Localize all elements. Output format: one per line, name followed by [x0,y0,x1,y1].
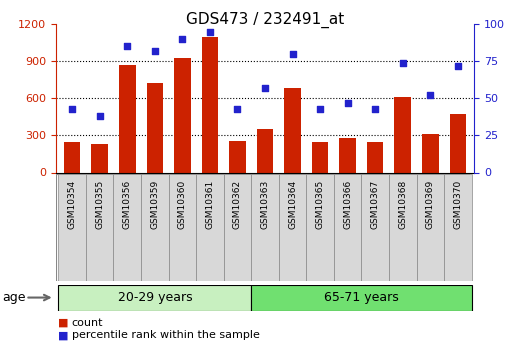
Text: GSM10364: GSM10364 [288,179,297,229]
Bar [119,65,136,172]
Bar [417,174,444,281]
Point [343,100,352,106]
Text: 20-29 years: 20-29 years [118,291,192,304]
Text: ■: ■ [58,318,69,327]
Text: GDS473 / 232491_at: GDS473 / 232491_at [186,12,344,28]
Point [123,44,131,49]
Text: GSM10361: GSM10361 [206,179,215,229]
Bar [306,174,334,281]
Bar [251,174,279,281]
Bar [251,285,472,310]
Bar [312,142,329,172]
Text: percentile rank within the sample: percentile rank within the sample [72,331,259,340]
Text: 65-71 years: 65-71 years [324,291,399,304]
Text: GSM10370: GSM10370 [453,179,462,229]
Bar [334,174,361,281]
Text: GSM10354: GSM10354 [68,179,77,229]
Text: ■: ■ [58,331,69,340]
Point [261,85,269,91]
Bar [174,58,191,172]
Bar [449,115,466,172]
Bar [64,141,81,172]
Bar [141,174,169,281]
Text: count: count [72,318,103,327]
Bar [147,83,163,172]
Point [316,106,324,111]
Point [454,63,462,68]
Point [399,60,407,66]
Point [288,51,297,57]
Text: GSM10367: GSM10367 [370,179,379,229]
Point [151,48,159,53]
Bar [361,174,389,281]
Text: GSM10366: GSM10366 [343,179,352,229]
Text: GSM10362: GSM10362 [233,179,242,229]
Text: age: age [3,291,26,304]
Text: GSM10356: GSM10356 [123,179,132,229]
Text: GSM10363: GSM10363 [261,179,269,229]
Point [371,106,379,111]
Text: GSM10359: GSM10359 [151,179,160,229]
Bar [229,141,246,172]
Point [68,106,76,111]
Bar [367,142,383,172]
Bar [394,97,411,172]
Bar [339,138,356,172]
Bar [113,174,141,281]
Bar [58,174,86,281]
Text: GSM10355: GSM10355 [95,179,104,229]
Text: GSM10369: GSM10369 [426,179,435,229]
Point [206,29,214,34]
Bar [92,144,108,172]
Bar [58,285,251,310]
Bar [422,134,438,172]
Bar [196,174,224,281]
Point [233,106,242,111]
Bar [389,174,417,281]
Bar [201,37,218,172]
Bar [169,174,196,281]
Text: GSM10368: GSM10368 [398,179,407,229]
Bar [284,88,301,172]
Bar [257,129,273,172]
Bar [224,174,251,281]
Point [178,36,187,42]
Text: GSM10360: GSM10360 [178,179,187,229]
Text: GSM10365: GSM10365 [315,179,324,229]
Point [426,92,435,98]
Bar [444,174,472,281]
Bar [279,174,306,281]
Point [95,114,104,119]
Bar [86,174,113,281]
